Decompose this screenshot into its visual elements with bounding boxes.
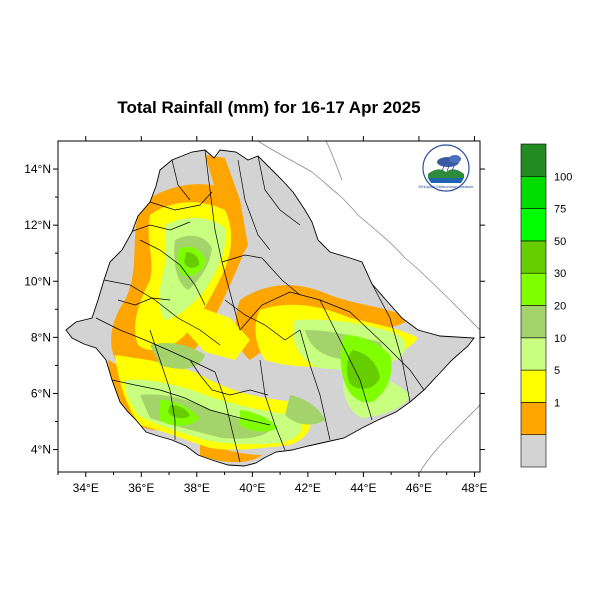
colorbar-swatch [520, 305, 547, 339]
colorbar-label: 100 [554, 171, 572, 183]
admin-boundary [221, 254, 301, 296]
colorbar-swatch [520, 240, 547, 274]
admin-boundary [139, 239, 206, 306]
rainfall-area [205, 155, 248, 260]
admin-boundary [171, 159, 191, 201]
colorbar-swatch [520, 369, 547, 403]
colorbar-swatch [520, 272, 547, 306]
rainfall-area [346, 350, 380, 389]
colorbar-label: 30 [554, 268, 566, 280]
admin-boundary [349, 311, 425, 391]
admin-boundary [224, 299, 301, 341]
lat-tick-label: 10°N [24, 274, 51, 288]
admin-boundary [319, 299, 373, 421]
lon-tick-label: 42°E [295, 481, 321, 495]
ethiopian-meteorology-institute-logo: Ethiopian Meteorology Institute [419, 144, 475, 192]
map-frame [57, 140, 481, 473]
admin-boundary [259, 359, 286, 451]
admin-boundary [103, 279, 221, 346]
admin-boundary [257, 155, 301, 226]
lon-tick-label: 40°E [239, 481, 265, 495]
colorbar-swatch [520, 402, 547, 435]
admin-boundary [117, 297, 171, 306]
rainfall-area [184, 252, 200, 268]
axis-ticks [53, 136, 485, 477]
lon-tick-label: 48°E [461, 481, 487, 495]
rainfall-area [180, 300, 250, 360]
colorbar-label: 1 [554, 397, 560, 409]
lon-tick-label: 34°E [73, 481, 99, 495]
rainfall-area [285, 395, 325, 425]
rainfall-field [108, 155, 418, 463]
rainfall-area [240, 410, 278, 432]
logo-caption: Ethiopian Meteorology Institute [419, 184, 475, 189]
admin-boundary [214, 371, 241, 463]
admin-boundary [111, 379, 271, 426]
map-title: Total Rainfall (mm) for 16-17 Apr 2025 [117, 98, 420, 117]
admin-boundary [95, 317, 216, 373]
colorbar-label: 20 [554, 301, 566, 313]
rainfall-colorbar: 1 5 10 20 30 50 75 100 [520, 143, 572, 468]
colorbar-swatch [520, 337, 547, 371]
admin-boundaries [95, 150, 425, 463]
ethiopia-outline [65, 149, 475, 467]
admin-boundary [149, 191, 213, 211]
lat-tick-label: 14°N [24, 162, 51, 176]
colorbar-swatch [520, 434, 547, 468]
admin-boundary [371, 283, 411, 403]
lat-tick-label: 6°N [31, 386, 51, 400]
lon-tick-label: 36°E [128, 481, 154, 495]
lat-tick-label: 4°N [31, 443, 51, 457]
admin-boundary [299, 329, 331, 441]
admin-boundary [189, 359, 269, 396]
lat-tick-label: 12°N [24, 218, 51, 232]
rainfall-area [200, 440, 262, 463]
colorbar-label: 5 [554, 365, 560, 377]
neighbor-borders [257, 141, 480, 472]
axis-tick-labels: 34°E 36°E 38°E 40°E 42°E 44°E 46°E 48°E 14°N 12°N… [24, 162, 487, 495]
colorbar-swatch [520, 208, 547, 242]
admin-boundary [204, 150, 241, 331]
map-panel: 34°E 36°E 38°E 40°E 42°E 44°E 46°E 48°E 14°N 12°N… [24, 136, 488, 495]
lat-tick-label: 8°N [31, 330, 51, 344]
rainfall-area [168, 405, 190, 419]
lon-tick-label: 46°E [406, 481, 432, 495]
lon-tick-label: 38°E [184, 481, 210, 495]
colorbar-swatch [520, 143, 547, 177]
colorbar-label: 75 [554, 204, 566, 216]
lon-tick-label: 44°E [350, 481, 376, 495]
admin-boundary [129, 221, 191, 233]
admin-boundary [149, 329, 176, 440]
admin-boundary [237, 159, 271, 251]
colorbar-label: 50 [554, 236, 566, 248]
colorbar-swatch [520, 176, 547, 209]
colorbar-label: 10 [554, 333, 566, 345]
admin-boundary [239, 291, 351, 331]
